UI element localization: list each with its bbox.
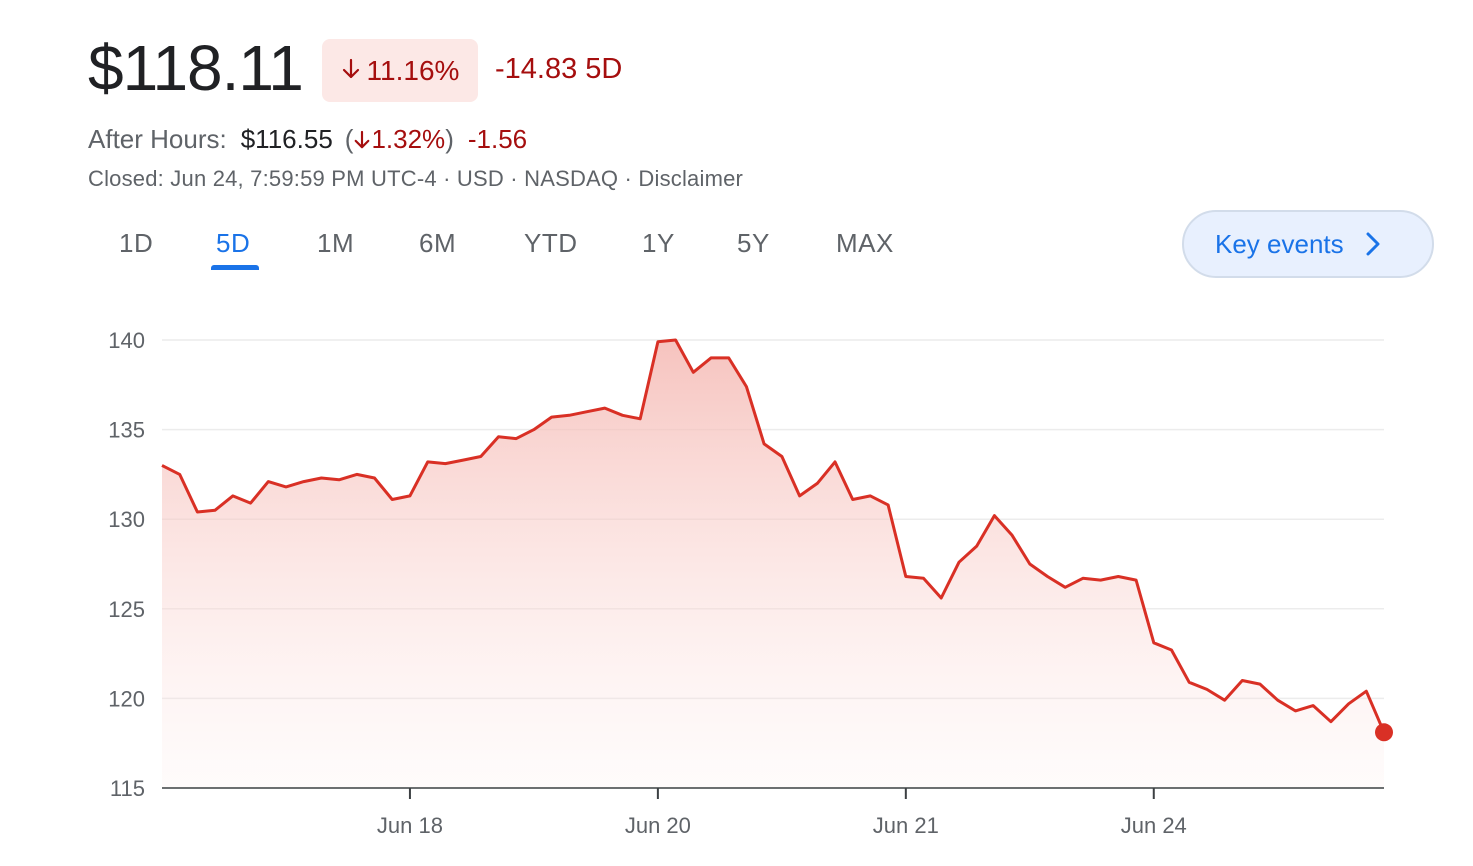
y-tick-label: 120 (108, 686, 145, 711)
tab-max[interactable]: MAX (836, 228, 894, 258)
last-price-marker (1375, 723, 1393, 742)
after-hours-percent-group: (1.32%) (344, 124, 454, 154)
x-tick-label: Jun 18 (377, 813, 443, 838)
y-tick-label: 135 (108, 418, 145, 443)
after-hours-line: After Hours: $116.55 (1.32%) -1.56 (88, 124, 527, 155)
after-hours-price: $116.55 (240, 124, 333, 154)
y-tick-label: 115 (110, 776, 145, 801)
x-tick-label: Jun 24 (1121, 813, 1187, 838)
tab-ytd[interactable]: YTD (524, 228, 578, 258)
arrow-down-icon (341, 55, 361, 87)
y-axis-ticks: 140 135 130 125 120 115 (108, 328, 145, 801)
tab-1y[interactable]: 1Y (642, 228, 675, 258)
chevron-right-icon (1364, 230, 1382, 258)
change-percent-value: 11.16% (366, 54, 460, 86)
after-hours-label: After Hours: (88, 124, 227, 154)
price-area (162, 340, 1384, 788)
arrow-down-icon (353, 124, 371, 154)
y-tick-label: 125 (108, 597, 145, 622)
tab-1m[interactable]: 1M (317, 228, 355, 258)
key-events-label: Key events (1215, 228, 1344, 259)
after-hours-change: -1.56 (467, 124, 528, 154)
x-axis-ticks: Jun 18 Jun 20 Jun 21 Jun 24 (377, 788, 1187, 838)
change-absolute: -14.83 5D (495, 53, 623, 85)
y-tick-label: 140 (108, 328, 145, 353)
key-events-button[interactable]: Key events (1182, 210, 1434, 278)
current-price: $118.11 (88, 32, 304, 104)
tab-5y[interactable]: 5Y (737, 228, 770, 258)
x-tick-label: Jun 20 (625, 813, 691, 838)
x-tick-label: Jun 21 (873, 813, 939, 838)
change-percent-badge: 11.16% (322, 39, 478, 102)
tab-5d[interactable]: 5D (216, 228, 251, 258)
y-tick-label: 130 (108, 507, 145, 532)
tab-1d[interactable]: 1D (119, 228, 154, 258)
after-hours-percent: 1.32% (371, 124, 446, 154)
price-line (161, 338, 1386, 733)
tab-6m[interactable]: 6M (419, 228, 457, 258)
market-status-line: Closed: Jun 24, 7:59:59 PM UTC-4 · USD ·… (88, 166, 744, 191)
selected-tab-indicator (211, 265, 259, 270)
